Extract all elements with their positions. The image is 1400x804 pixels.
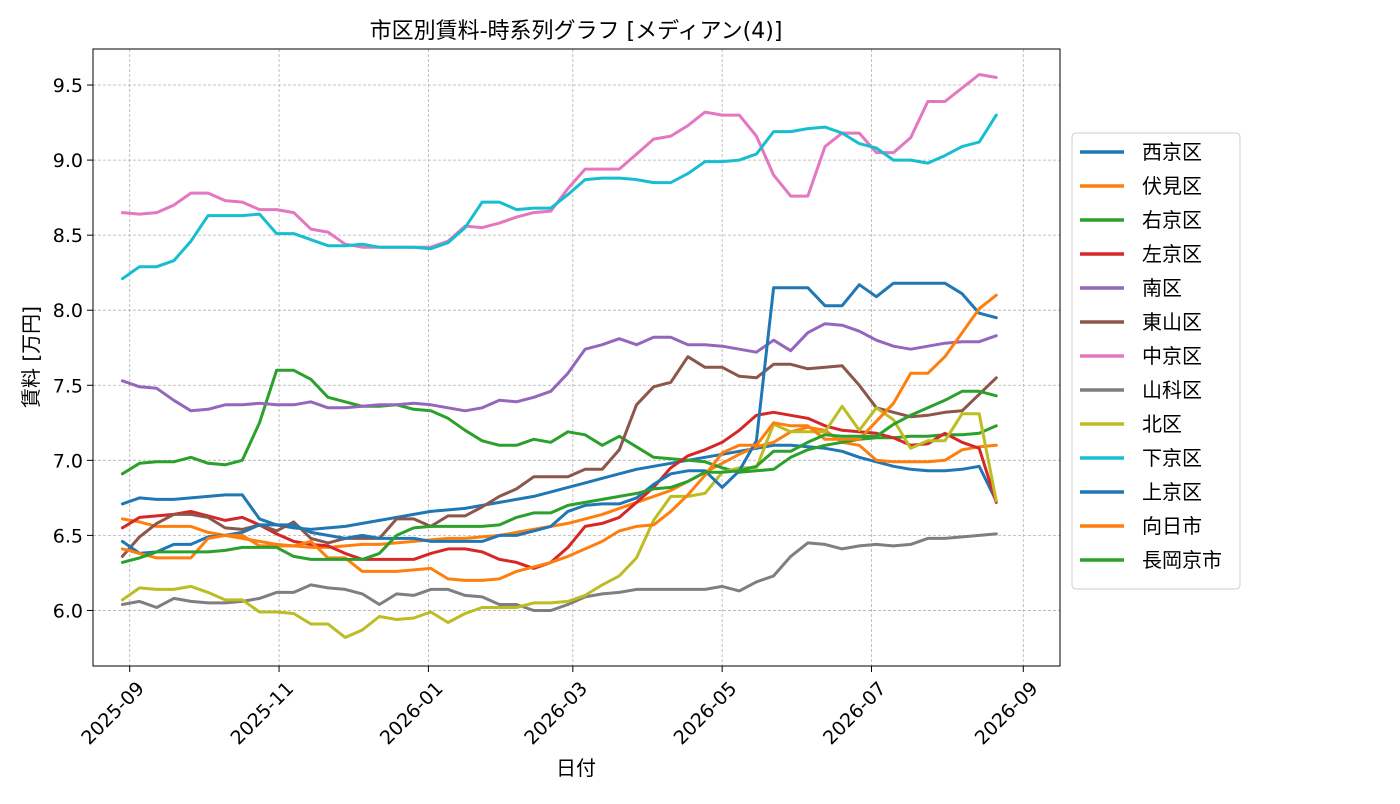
plot-frame (92, 48, 1061, 667)
x-tick-label: 2025-09 (77, 678, 149, 750)
y-tick-label: 8.5 (53, 225, 83, 247)
legend-label: 南区 (1142, 276, 1182, 300)
legend-label: 長岡京市 (1142, 548, 1222, 572)
x-tick-label: 2026-01 (376, 678, 448, 750)
legend-label: 上京区 (1142, 480, 1202, 504)
y-tick-label: 6.0 (53, 600, 83, 622)
x-tick-label: 2026-05 (670, 678, 742, 750)
x-axis-label: 日付 (556, 756, 596, 780)
y-axis: 6.0 6.5 7.0 7.5 8.0 8.5 9.0 9.5 (53, 75, 93, 622)
series-line-2 (120, 425, 998, 549)
series-line-13 (120, 389, 998, 564)
legend-label: 西京区 (1142, 140, 1202, 164)
legend-label: 中京区 (1142, 344, 1202, 368)
legend-frame (1071, 132, 1241, 590)
legend-label: 山科区 (1142, 378, 1202, 402)
grid (93, 49, 1060, 666)
x-tick-label: 2026-03 (520, 678, 592, 750)
y-tick-label: 7.5 (53, 375, 83, 397)
y-axis-label: 賃料 [万円] (19, 306, 43, 408)
series-line-6 (120, 355, 998, 558)
chart-title: 市区別賃料-時系列グラフ [メディアン(4)] (370, 19, 783, 44)
series-line-1 (120, 443, 998, 531)
x-tick-label: 2025-11 (227, 678, 299, 750)
y-tick-label: 6.5 (53, 525, 83, 547)
series-line-5 (120, 322, 998, 413)
series-line-8 (120, 532, 998, 612)
legend-label: 左京区 (1142, 242, 1202, 266)
legend-label: 東山区 (1142, 310, 1202, 334)
y-tick-label: 9.0 (53, 150, 83, 172)
y-tick-label: 8.0 (53, 300, 83, 322)
x-axis: 2025-09 2025-11 2026-01 2026-03 2026-05 2026-… (77, 666, 1042, 749)
series-line-7 (120, 73, 998, 249)
legend-label: 伏見区 (1142, 174, 1202, 198)
series-lines (120, 73, 998, 639)
series-line-11 (120, 281, 998, 555)
x-tick-label: 2026-09 (971, 678, 1043, 750)
legend-label: 向日市 (1142, 514, 1202, 538)
legend-label: 北区 (1142, 412, 1182, 436)
x-tick-label: 2026-07 (819, 678, 891, 750)
legend-label: 右京区 (1142, 208, 1202, 232)
legend-label: 下京区 (1142, 446, 1202, 470)
series-line-9 (120, 404, 998, 639)
y-tick-label: 9.5 (53, 75, 83, 97)
y-tick-label: 7.0 (53, 450, 83, 472)
series-line-10 (120, 113, 998, 281)
